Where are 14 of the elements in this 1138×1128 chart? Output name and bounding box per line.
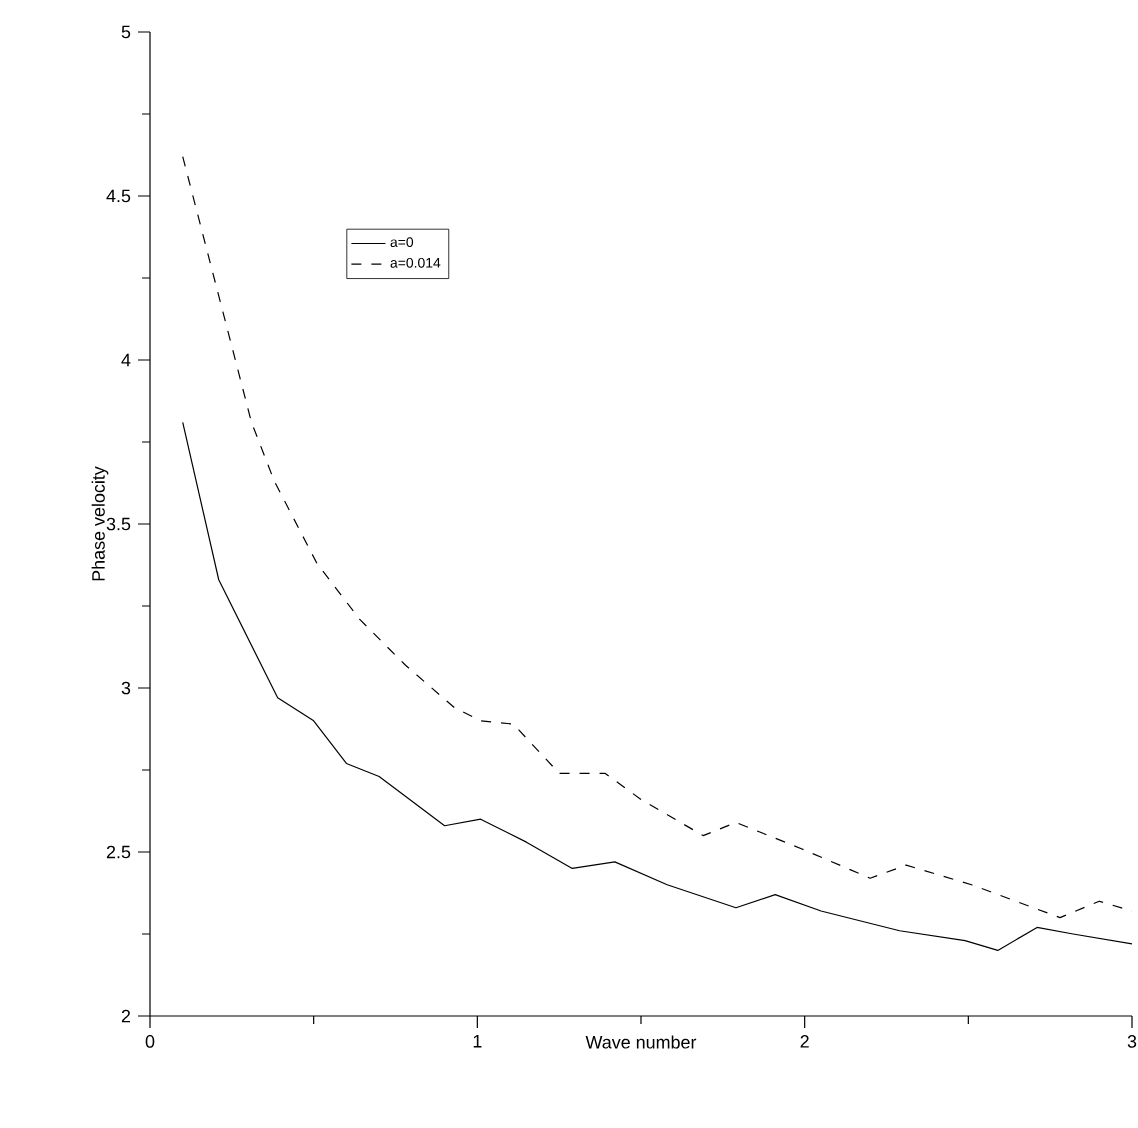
y-tick-label: 3 xyxy=(121,681,131,695)
y-tick-label: 4 xyxy=(121,353,131,367)
x-axis-title: Wave number xyxy=(585,1035,697,1049)
y-tick-label: 2 xyxy=(121,1009,131,1023)
x-tick-label: 2 xyxy=(800,1035,809,1048)
y-tick-label: 2.5 xyxy=(106,845,131,859)
y-tick-label: 5 xyxy=(121,25,131,39)
x-tick-label: 3 xyxy=(1127,1035,1137,1048)
x-tick-label: 1 xyxy=(473,1035,482,1048)
y-axis-title: Phase velocity xyxy=(91,466,109,581)
y-tick-label: 4.5 xyxy=(106,189,131,203)
line-series xyxy=(182,421,1133,951)
y-tick-label: 3.5 xyxy=(106,517,131,531)
x-tick-label: 0 xyxy=(145,1035,155,1048)
